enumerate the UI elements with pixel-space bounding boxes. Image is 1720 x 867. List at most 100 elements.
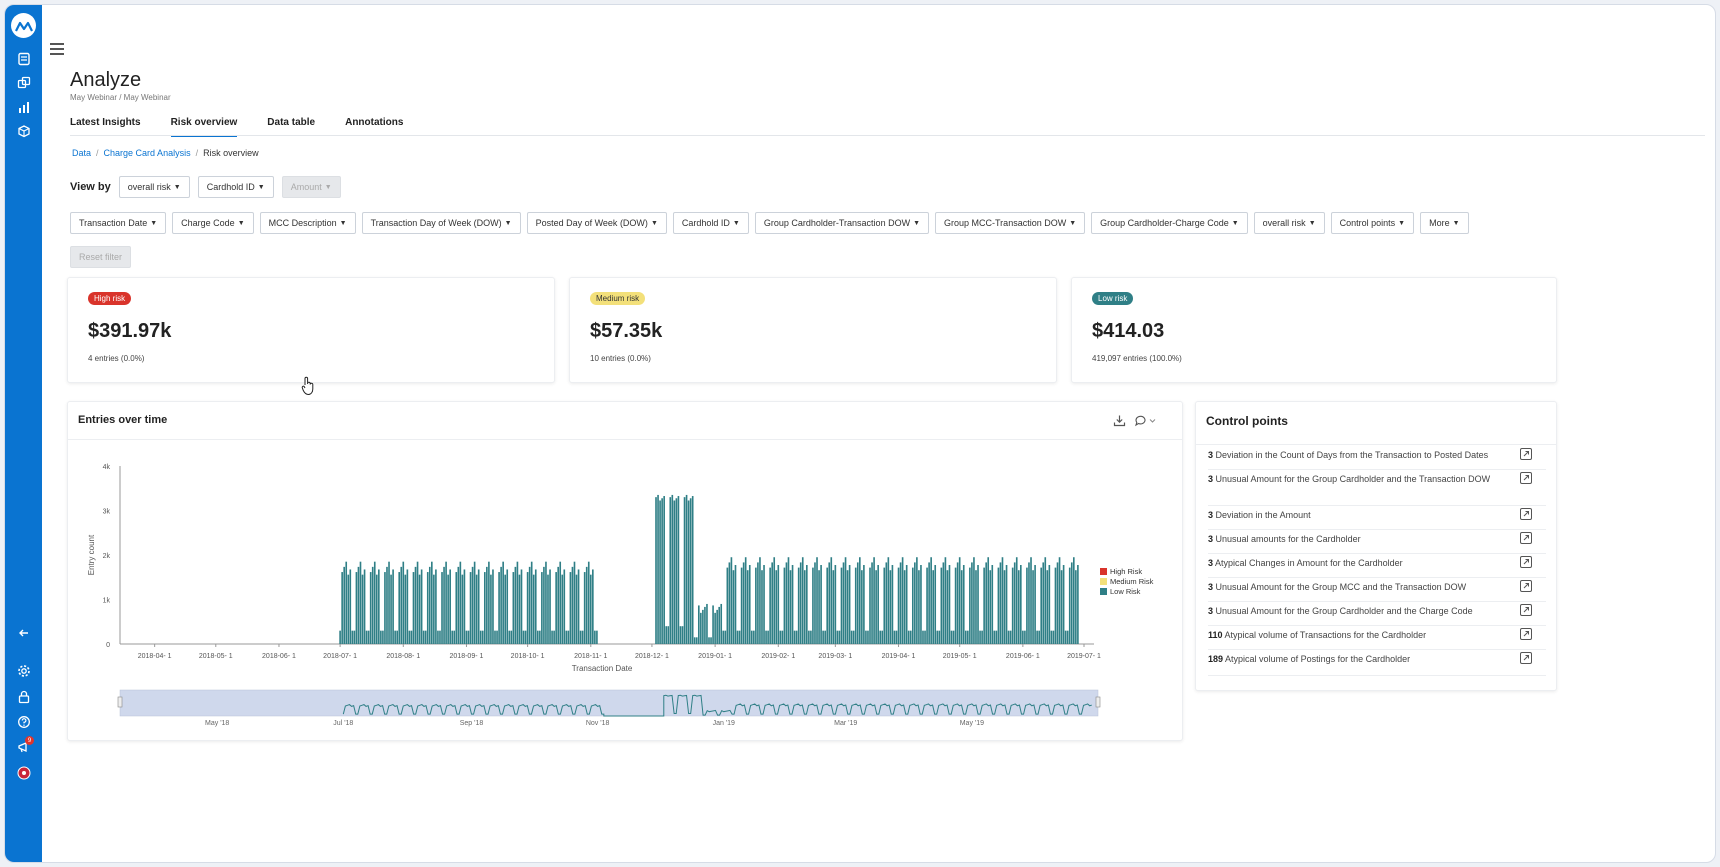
chart-bar [681,626,684,644]
open-external-icon[interactable] [1520,628,1532,640]
chart-bar [934,565,937,644]
chart-bar [960,570,963,644]
bar-chart-icon[interactable] [14,97,33,116]
chart-bar [524,630,527,644]
chart-bar [469,572,472,644]
chart-bar [987,557,990,644]
chart-bar [514,566,517,644]
x-tick-label: 2018-11- 1 [574,653,607,660]
chart-bar [1009,630,1012,644]
control-point-item[interactable]: 3 Unusual amounts for the Cardholder [1208,532,1546,554]
filter-control-points-dropdown[interactable]: Control points ▼ [1330,212,1415,234]
open-external-icon[interactable] [1520,472,1532,484]
gear-icon[interactable] [14,661,33,680]
chart-bar [673,500,676,644]
chart-bar [740,567,743,644]
filter-group-cardholder-charge-code-dropdown[interactable]: Group Cardholder-Charge Code ▼ [1091,212,1248,234]
filter-transaction-day-of-week-dow-dropdown[interactable]: Transaction Day of Week (DOW) ▼ [361,212,521,234]
control-point-item[interactable]: 3 Deviation in the Amount [1208,508,1546,530]
medium-risk-card[interactable]: Medium risk $57.35k 10 entries (0.0%) [569,277,1057,383]
chart-bar [426,572,429,644]
chart-bar [587,561,590,644]
control-point-item[interactable]: 189 Atypical volume of Postings for the … [1208,652,1546,676]
open-external-icon[interactable] [1520,508,1532,520]
x-tick-label: 2018-12- 1 [635,653,669,660]
help-icon[interactable] [14,712,33,731]
chart-bar [781,630,784,644]
user-avatar-icon[interactable] [14,763,33,782]
chart-bar [445,561,447,644]
open-external-icon[interactable] [1520,556,1532,568]
filter-transaction-date-dropdown[interactable]: Transaction Date ▼ [70,212,167,234]
open-external-icon[interactable] [1520,652,1532,664]
filter-mcc-description-dropdown[interactable]: MCC Description ▼ [259,212,356,234]
control-point-item[interactable]: 3 Unusual Amount for the Group Cardholde… [1208,472,1546,506]
control-point-item[interactable]: 110 Atypical volume of Transactions for … [1208,628,1546,650]
comment-icon[interactable] [1134,414,1147,427]
open-external-icon[interactable] [1520,532,1532,544]
caret-down-icon: ▼ [339,219,347,227]
control-point-text: Deviation in the Count of Days from the … [1215,450,1489,460]
chart-bar [765,630,767,644]
filter-cardhold-id-dropdown[interactable]: Cardhold ID ▼ [672,212,749,234]
chart-bar [950,630,953,644]
breadcrumb-current: Risk overview [203,148,259,158]
chart-bar [477,569,480,644]
reset-filter-button: Reset filter [70,246,132,268]
chart-bar [750,630,753,644]
breadcrumb-charge-card-analysis[interactable]: Charge Card Analysis [103,148,191,158]
caret-down-icon: ▼ [913,219,921,227]
filter-posted-day-of-week-dow-dropdown[interactable]: Posted Day of Week (DOW) ▼ [526,212,667,234]
open-external-icon[interactable] [1520,448,1532,460]
chevron-down-icon[interactable] [1149,418,1156,424]
app-logo[interactable] [11,13,36,38]
document-icon[interactable] [14,49,33,68]
chart-bar [801,557,804,644]
filter-charge-code-dropdown[interactable]: Charge Code ▼ [172,212,254,234]
chart-bar [881,630,884,644]
tab-data-table[interactable]: Data table [267,117,316,128]
control-point-item[interactable]: 3 Unusual Amount for the Group Cardholde… [1208,604,1546,626]
filter-more-dropdown[interactable]: More ▼ [1420,212,1469,234]
chart-bar [1077,565,1079,644]
chart-bar [738,630,741,644]
tab-divider [70,135,1705,136]
chart-bar [579,630,582,644]
view-by-overall-risk-dropdown[interactable]: overall risk ▼ [118,176,190,198]
view-by-cardhold-id-dropdown[interactable]: Cardhold ID ▼ [197,176,274,198]
open-external-icon[interactable] [1520,580,1532,592]
download-icon[interactable] [1113,414,1126,427]
filter-group-cardholder-transaction-dow-dropdown[interactable]: Group Cardholder-Transaction DOW ▼ [754,212,930,234]
tab-annotations[interactable]: Annotations [345,117,404,128]
chart-bar [1005,565,1008,644]
chart-bar [905,565,908,644]
lock-icon[interactable] [14,687,33,706]
chart-bar [512,572,515,644]
menu-toggle-icon[interactable] [50,43,64,55]
chart-bar [938,630,941,644]
control-point-item[interactable]: 3 Atypical Changes in Amount for the Car… [1208,556,1546,578]
chart-bar [797,567,800,644]
tab-latest-insights[interactable]: Latest Insights [70,117,141,128]
chart-bar [382,630,384,644]
announcement-icon[interactable]: 9 [14,736,34,756]
layers-icon[interactable] [14,73,33,92]
cube-icon[interactable] [14,121,33,140]
collapse-arrow-icon[interactable] [14,623,33,642]
chart-bar [575,574,578,644]
breadcrumb-data[interactable]: Data [72,148,92,158]
chart-bar [873,557,875,644]
control-point-item[interactable]: 3 Deviation in the Count of Days from th… [1208,448,1546,470]
chart-bar [718,606,721,644]
chart-bar [946,570,949,644]
tab-risk-overview[interactable]: Risk overview [170,115,238,137]
chart-bar [840,567,843,644]
control-points-panel: Control points 3 Deviation in the Count … [1195,401,1557,691]
chart-bar [814,562,816,644]
control-point-item[interactable]: 3 Unusual Amount for the Group MCC and t… [1208,580,1546,602]
low-risk-card[interactable]: Low risk $414.03 419,097 entries (100.0%… [1071,277,1557,383]
high-risk-card[interactable]: High risk $391.97k 4 entries (0.0%) [67,277,555,383]
open-external-icon[interactable] [1520,604,1532,616]
filter-group-mcc-transaction-dow-dropdown[interactable]: Group MCC-Transaction DOW ▼ [935,212,1086,234]
filter-overall-risk-dropdown[interactable]: overall risk ▼ [1253,212,1325,234]
